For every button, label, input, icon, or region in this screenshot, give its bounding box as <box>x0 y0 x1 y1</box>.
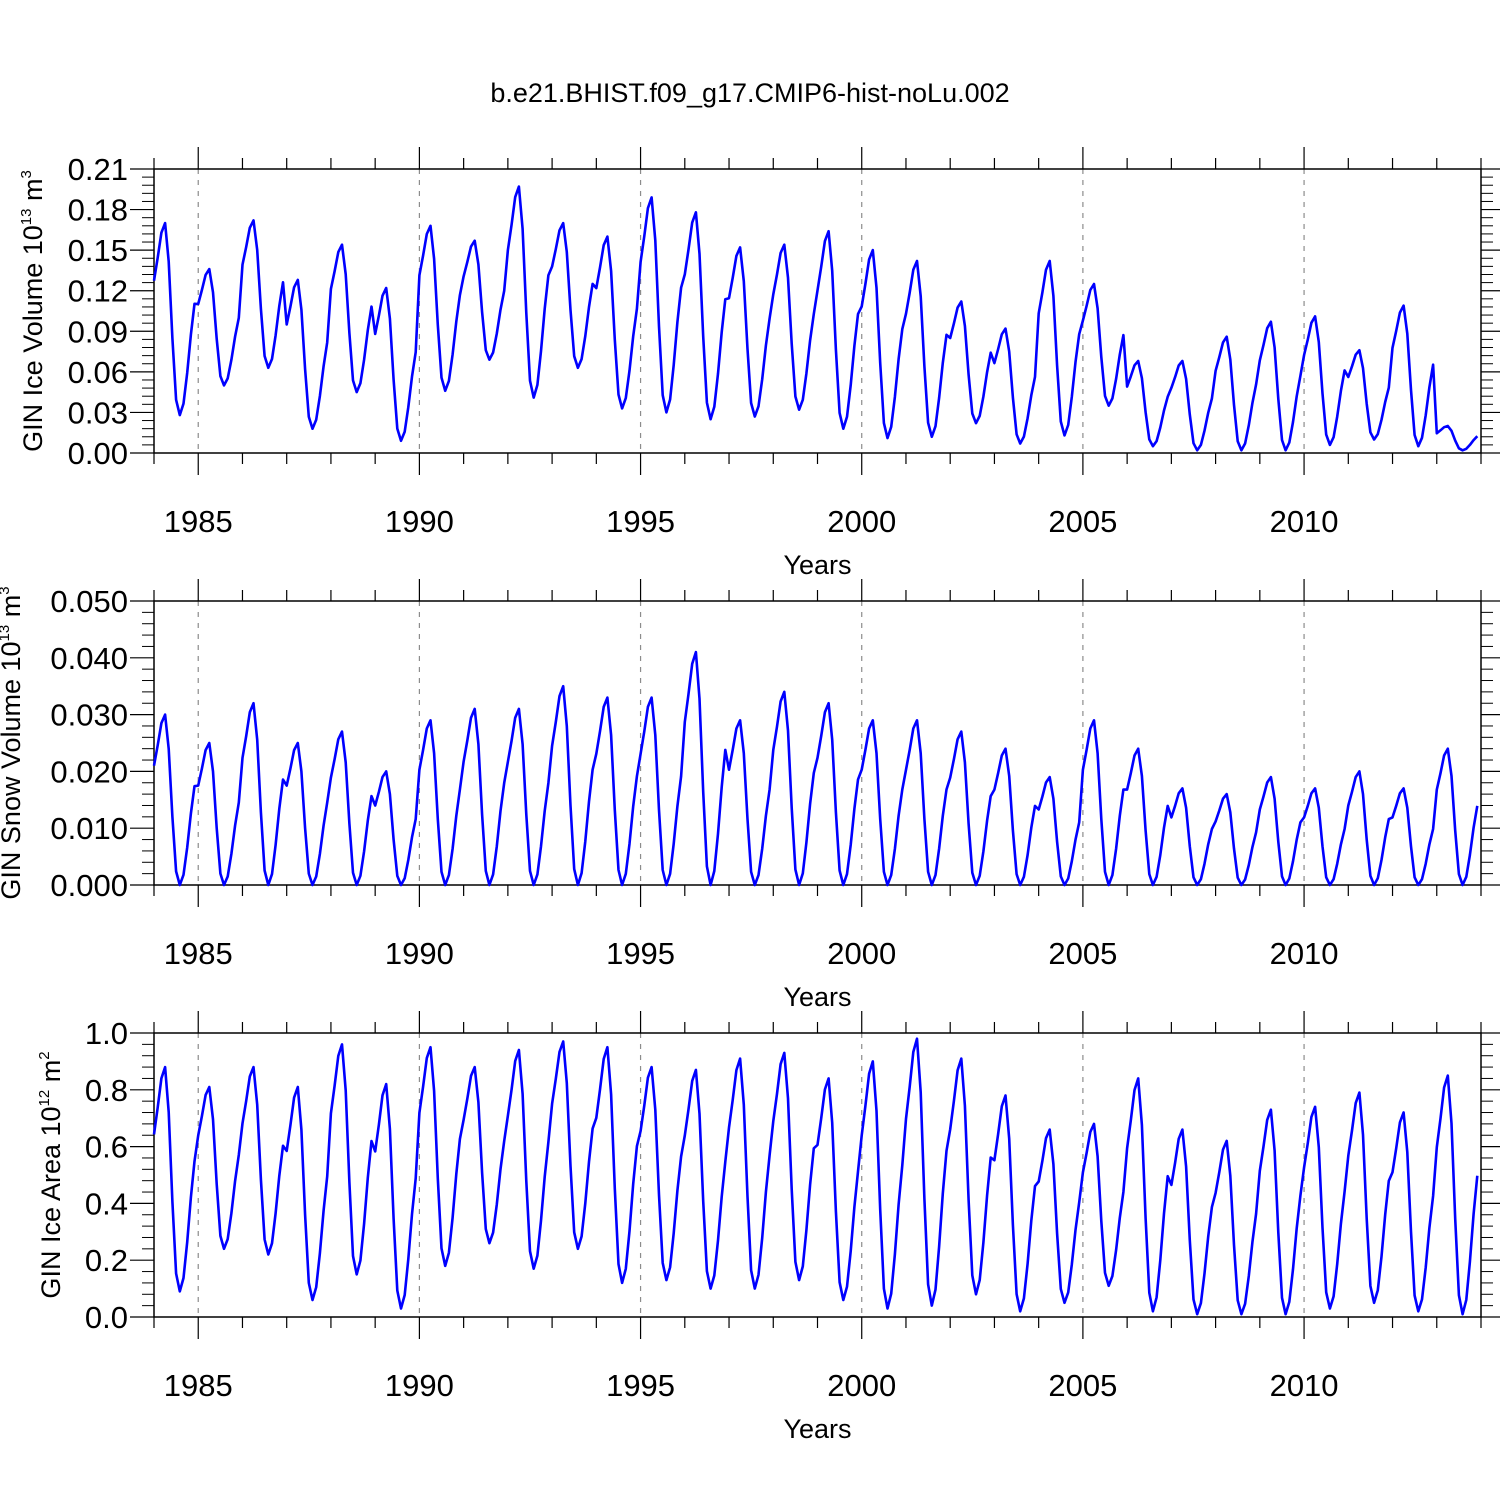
plot-frame <box>153 168 1482 454</box>
x-axis-label: Years <box>783 1414 851 1444</box>
x-tick-label: 1995 <box>606 936 675 971</box>
x-tick-label: 1985 <box>164 1368 233 1403</box>
y-tick-label: 0.2 <box>85 1243 128 1278</box>
x-tick-label: 2010 <box>1270 936 1339 971</box>
x-tick-label: 2005 <box>1048 1368 1117 1403</box>
y-tick-label: 0.12 <box>68 274 128 309</box>
x-tick-label: 2000 <box>827 936 896 971</box>
x-tick-label: 2005 <box>1048 936 1117 971</box>
y-tick-label: 0.6 <box>85 1130 128 1165</box>
y-tick-label: 0.8 <box>85 1073 128 1108</box>
y-tick-label: 0.15 <box>68 233 128 268</box>
x-tick-label: 1990 <box>385 504 454 539</box>
x-tick-label: 2005 <box>1048 504 1117 539</box>
y-axis-label: GIN Ice Area 1012 m2 <box>36 1051 66 1298</box>
y-tick-label: 0.09 <box>68 314 128 349</box>
series-line-snow-volume <box>152 650 1479 887</box>
y-tick-label: 0.18 <box>68 193 128 228</box>
y-tick-label: 0.000 <box>50 868 128 903</box>
x-tick-label: 2000 <box>827 504 896 539</box>
x-tick-label: 1995 <box>606 1368 675 1403</box>
x-tick-label: 1990 <box>385 936 454 971</box>
x-tick-label: 2010 <box>1270 1368 1339 1403</box>
y-tick-label: 0.050 <box>50 584 128 619</box>
y-tick-label: 0.06 <box>68 355 128 390</box>
chart-title: b.e21.BHIST.f09_g17.CMIP6-hist-noLu.002 <box>490 78 1010 108</box>
x-tick-label: 1985 <box>164 936 233 971</box>
y-tick-label: 0.03 <box>68 395 128 430</box>
y-tick-label: 1.0 <box>85 1016 128 1051</box>
y-tick-label: 0.4 <box>85 1186 128 1221</box>
panel-ice-area: 0.0 0.2 0.4 0.6 0.8 1.0 1985 1990 1995 2000 2005 20… <box>36 1011 1500 1444</box>
x-tick-label: 1995 <box>606 504 675 539</box>
x-tick-label: 2010 <box>1270 504 1339 539</box>
x-axis-label: Years <box>783 550 851 580</box>
y-tick-label: 0.030 <box>50 698 128 733</box>
x-axis-label: Years <box>783 982 851 1012</box>
panel-ice-volume: 0.00 0.03 0.06 0.09 0.12 0.15 0.18 0.21 1985 1990… <box>18 147 1500 580</box>
x-tick-label: 1985 <box>164 504 233 539</box>
y-tick-label: 0.040 <box>50 641 128 676</box>
y-tick-label: 0.010 <box>50 811 128 846</box>
plot-frame <box>153 600 1482 886</box>
series-line-ice-volume <box>152 185 1479 452</box>
x-tick-label: 1990 <box>385 1368 454 1403</box>
panel-snow-volume: 0.000 0.010 0.020 0.030 0.040 0.050 1985 1990 19… <box>0 579 1500 1012</box>
y-axis-label: GIN Ice Volume 1013 m3 <box>18 170 48 452</box>
y-tick-label: 0.0 <box>85 1300 128 1335</box>
y-tick-label: 0.21 <box>68 152 128 187</box>
series-line-ice-area <box>152 1037 1479 1316</box>
y-tick-label: 0.00 <box>68 436 128 471</box>
y-axis-label: GIN Snow Volume 1013 m3 <box>0 586 26 899</box>
y-tick-label: 0.020 <box>50 754 128 789</box>
x-tick-label: 2000 <box>827 1368 896 1403</box>
